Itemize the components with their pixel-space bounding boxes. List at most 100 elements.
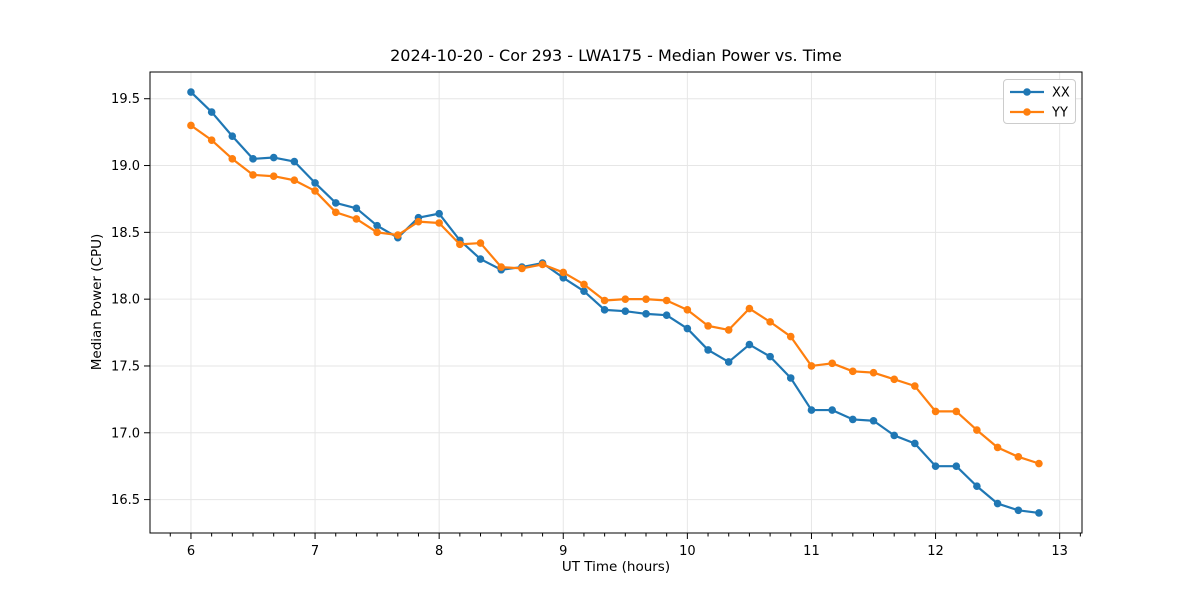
series-XX-point [228,132,237,140]
series-XX-point [704,346,712,354]
series-XX-point [890,431,899,440]
legend-sample-marker-YY [1023,108,1031,116]
series-XX-point [311,179,319,187]
x-axis-label: UT Time (hours) [562,559,670,575]
series-XX-point [828,406,836,414]
y-tick-label: 18.0 [111,293,140,308]
y-tick-label: 17.0 [111,426,140,441]
series-YY-point [745,304,754,313]
series-YY-line [189,124,1041,465]
series-YY-point [642,295,650,303]
series-YY-point [538,260,547,269]
series-YY-point [952,407,961,416]
series-XX-point [662,311,671,319]
series-YY-point [1035,459,1043,468]
series-YY-point [187,121,195,130]
series-XX-point [207,108,216,116]
series-XX-point [621,307,630,315]
series-YY-point [786,332,795,341]
series-YY-point [848,367,857,376]
series-XX-point [559,273,568,282]
series-XX-point [952,462,961,470]
y-tick-label: 19.5 [111,92,140,107]
series-YY-point [207,136,216,144]
series-YY-point [662,296,671,305]
series-XX-point [1014,506,1023,515]
series-YY-point [352,215,361,223]
series-XX-point [600,306,609,314]
series-YY-point [828,359,836,368]
series-YY-point [600,296,609,305]
series-XX-point [993,499,1002,508]
series-YY-point [228,155,237,163]
series-YY-point [331,208,340,217]
series-YY-point [973,426,981,434]
series-XX-point [435,209,443,218]
grid-lines [150,72,1082,533]
series-XX-point [187,88,195,96]
y-axis-label: Median Power (CPU) [89,234,105,370]
series-XX-point [249,155,257,163]
series-YY-point [869,368,878,377]
series-YY-point [456,240,464,249]
series-YY-point [911,382,919,390]
x-tick-label: 6 [187,544,195,559]
y-tick-label: 19.0 [111,159,140,174]
x-tick-label: 10 [679,544,696,559]
legend: XX YY [1003,79,1076,124]
series-YY-point [518,264,526,273]
series-YY-point [249,171,257,179]
plot-border [149,71,1083,534]
y-tick-label: 16.5 [111,493,140,508]
y-tick-label: 17.5 [111,359,140,374]
x-tick-label: 8 [435,544,443,559]
x-tick-label: 11 [803,544,820,559]
series-YY-point [290,176,299,185]
series-XX-point [331,199,340,207]
series-YY-point [311,187,319,195]
series-XX-point [766,352,774,361]
series-YY-point [1014,453,1023,461]
series-YY-point [373,228,381,237]
series-YY-point [476,239,485,247]
series-XX-point [869,416,878,425]
series-XX-point [476,255,485,263]
series-XX-point [931,462,940,470]
legend-label-XX: XX [1052,86,1070,101]
series-XX-point [290,157,299,166]
series-YY-point [435,219,443,227]
axis-ticks: 6 7 8 9 10 11 12 13 16.5 17.0 17.5 18.0 18.5 19.0 19.5 [111,92,1081,559]
chart-title: 2024-10-20 - Cor 293 - LWA175 - Median P… [390,46,842,65]
series-XX-point [683,324,692,333]
series-YY-point [993,443,1002,452]
series-YY-point [394,231,402,239]
series-YY-point [580,280,588,289]
series-YY-point [559,268,568,277]
series-YY-point [497,263,506,271]
series-XX-point [642,310,650,318]
series-XX-point [848,415,857,424]
series-XX-point [745,340,754,349]
series-XX-point [352,204,361,213]
series-XX-point [911,439,919,448]
series-YY-point [414,217,423,226]
series-YY-point [807,362,816,370]
series-YY-point [621,295,630,303]
series-YY-point [683,306,692,314]
series-XX-point [807,406,816,414]
series-XX-point [269,153,278,162]
series-XX-line [189,90,1041,515]
series-YY-point [724,326,733,334]
series-XX-point [786,374,795,382]
x-tick-label: 12 [927,544,944,559]
x-tick-label: 13 [1051,544,1068,559]
series-YY-point [766,318,774,326]
series-XX-point [973,482,981,491]
series-XX-point [373,221,381,230]
series-YY-point [931,407,940,416]
series-YY-point [704,322,712,330]
series-XX-point [580,287,588,295]
x-tick-label: 9 [559,544,567,559]
